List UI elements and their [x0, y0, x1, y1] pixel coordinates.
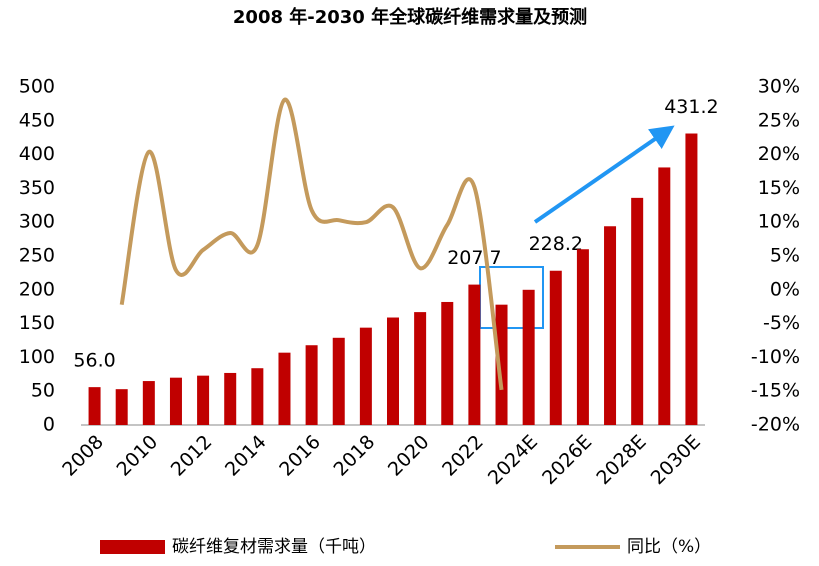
bar — [522, 289, 535, 425]
y2-tick-label: -5% — [763, 312, 800, 334]
x-tick-label: 2018 — [330, 431, 380, 481]
data-label: 228.2 — [529, 233, 583, 255]
bar — [549, 270, 562, 425]
x-tick-label: 2020 — [384, 431, 434, 481]
legend-label: 碳纤维复材需求量（千吨） — [172, 537, 376, 557]
x-tick-label: 2016 — [275, 431, 325, 481]
bar — [414, 312, 427, 425]
y-tick-label: 100 — [19, 346, 55, 368]
line — [119, 97, 504, 391]
bar — [115, 389, 128, 425]
x-tick-label: 2028E — [592, 431, 650, 489]
x-tick-label: 2010 — [112, 431, 162, 481]
y2-tick-label: 25% — [758, 109, 800, 131]
x-tick-label: 2026E — [538, 431, 596, 489]
y2-tick-label: 10% — [758, 211, 800, 233]
trend-arrow — [533, 125, 675, 224]
bar — [359, 327, 372, 425]
x-tick-label: 2030E — [647, 431, 705, 489]
y-tick-label: 400 — [19, 143, 55, 165]
bar — [441, 301, 454, 425]
y-tick-label: 450 — [19, 109, 55, 131]
bar — [685, 133, 698, 426]
y-tick-label: 500 — [19, 76, 55, 98]
y-tick-label: 0 — [43, 414, 55, 436]
y-tick-label: 300 — [19, 211, 55, 233]
y2-tick-label: 5% — [770, 245, 800, 267]
bar — [142, 381, 155, 425]
data-label: 207.7 — [447, 247, 501, 269]
bar — [658, 167, 671, 425]
bar — [224, 372, 237, 425]
bar — [604, 226, 617, 425]
y2-tick-label: 20% — [758, 143, 800, 165]
bar — [278, 352, 291, 425]
x-tick-label: 2008 — [58, 431, 108, 481]
y-tick-label: 250 — [19, 245, 55, 267]
y2-tick-label: 30% — [758, 76, 800, 98]
x-tick-label: 2022 — [438, 431, 488, 481]
y2-tick-label: -10% — [751, 346, 800, 368]
legend-label: 同比（%） — [627, 537, 711, 557]
bar — [305, 345, 318, 425]
y-tick-label: 150 — [19, 312, 55, 334]
y2-tick-label: 0% — [770, 278, 800, 300]
bar — [251, 368, 264, 425]
y-tick-label: 350 — [19, 177, 55, 199]
bar — [169, 377, 182, 425]
x-tick-label: 2024E — [484, 431, 542, 489]
bar — [576, 249, 589, 425]
x-tick-label: 2012 — [167, 431, 217, 481]
y2-tick-label: 15% — [758, 177, 800, 199]
bar — [197, 375, 210, 425]
bar — [631, 197, 644, 425]
bar — [332, 337, 345, 425]
chart-title: 2008 年-2030 年全球碳纤维需求量及预测 — [233, 6, 587, 28]
y-tick-label: 50 — [31, 380, 55, 402]
y-tick-label: 200 — [19, 278, 55, 300]
bar — [468, 284, 481, 425]
y2-tick-label: -20% — [751, 414, 800, 436]
x-tick-label: 2014 — [221, 431, 271, 481]
data-label: 56.0 — [73, 350, 115, 372]
data-label: 431.2 — [664, 96, 718, 118]
bar — [495, 304, 508, 425]
bar — [88, 387, 101, 425]
bar — [387, 317, 399, 425]
legend-swatch — [100, 540, 165, 554]
y2-tick-label: -15% — [751, 380, 800, 402]
